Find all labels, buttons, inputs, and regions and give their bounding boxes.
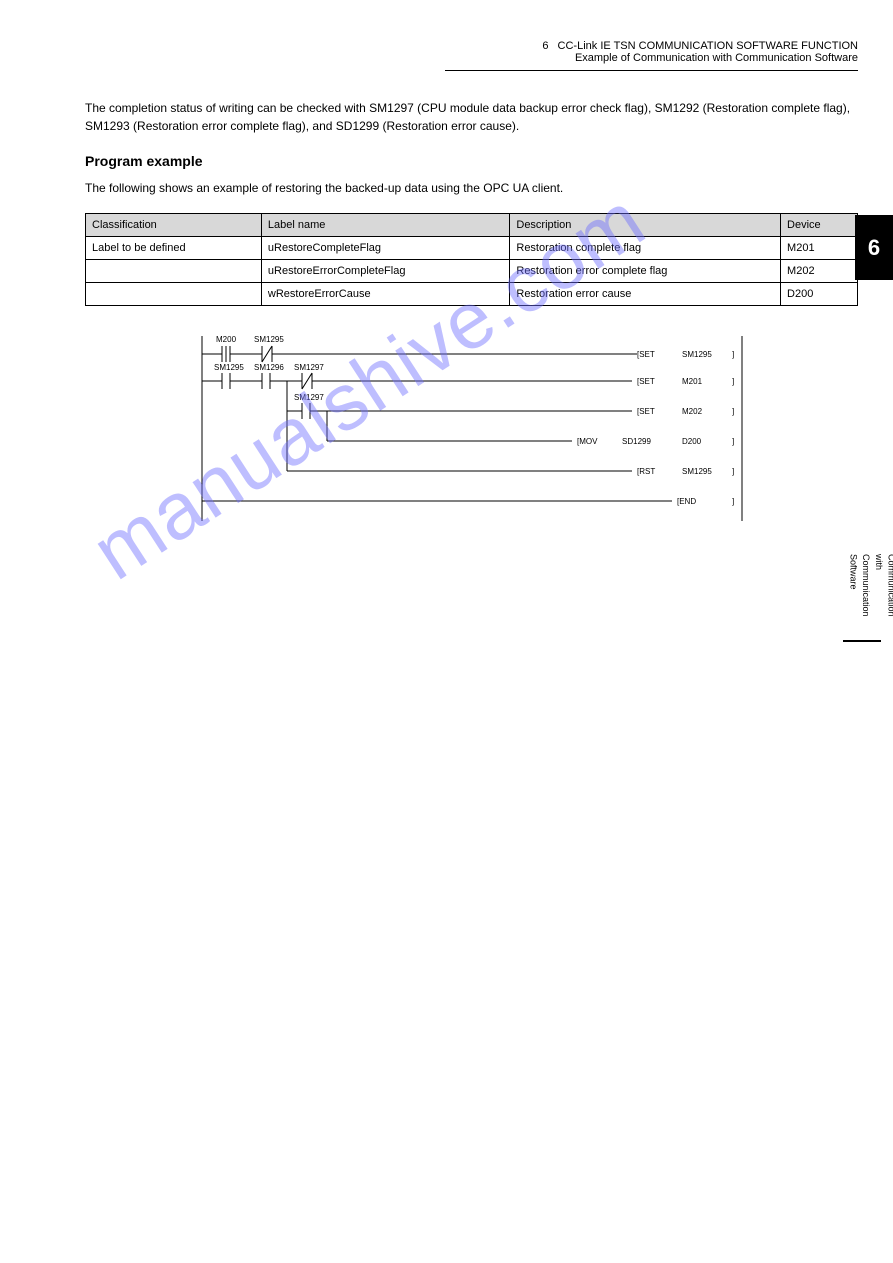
- svg-text:M201: M201: [682, 377, 703, 386]
- table-head-row: Classification Label name Description De…: [86, 214, 858, 237]
- header-page-num: 6: [542, 40, 548, 52]
- svg-text:M202: M202: [682, 407, 703, 416]
- header-sub: Example of Communication with Communicat…: [575, 52, 858, 64]
- svg-text:]: ]: [732, 350, 734, 359]
- program-example-desc: The following shows an example of restor…: [85, 179, 858, 197]
- svg-text:[END: [END: [677, 497, 696, 506]
- header-breadcrumb: 6 CC-Link IE TSN COMMUNICATION SOFTWARE …: [445, 40, 858, 71]
- svg-text:M200: M200: [216, 335, 237, 344]
- col-head: Classification: [86, 214, 262, 237]
- ladder-diagram: M200 SM1295 [SET SM1295 ] SM1295: [192, 326, 752, 536]
- col-head: Label name: [261, 214, 509, 237]
- svg-text:]: ]: [732, 377, 734, 386]
- svg-text:SM1295: SM1295: [254, 335, 284, 344]
- table-row: wRestoreErrorCause Restoration error cau…: [86, 283, 858, 306]
- chapter-tab: 6: [855, 215, 893, 280]
- svg-text:SD1299: SD1299: [622, 437, 651, 446]
- param-table: Classification Label name Description De…: [85, 213, 858, 306]
- svg-text:SM1295: SM1295: [682, 467, 712, 476]
- svg-text:]: ]: [732, 497, 734, 506]
- header-text: CC-Link IE TSN COMMUNICATION SOFTWARE FU…: [558, 40, 858, 52]
- footer-box: 6 CC-Link IE TSN COMMUNICATION SOFTWARE …: [843, 640, 881, 642]
- col-head: Device: [781, 214, 858, 237]
- svg-text:SM1297: SM1297: [294, 393, 324, 402]
- table-row: Label to be defined uRestoreCompleteFlag…: [86, 237, 858, 260]
- intro-text: The completion status of writing can be …: [85, 99, 858, 135]
- svg-text:SM1297: SM1297: [294, 363, 324, 372]
- col-head: Description: [510, 214, 781, 237]
- svg-text:[SET: [SET: [637, 407, 655, 416]
- svg-text:SM1296: SM1296: [254, 363, 284, 372]
- chapter-tab-num: 6: [855, 215, 893, 280]
- svg-text:[MOV: [MOV: [577, 437, 598, 446]
- svg-text:SM1295: SM1295: [214, 363, 244, 372]
- footer-vert: 6 CC-Link IE TSN COMMUNICATION SOFTWARE …: [847, 554, 893, 631]
- svg-text:]: ]: [732, 407, 734, 416]
- svg-text:SM1295: SM1295: [682, 350, 712, 359]
- table-row: uRestoreErrorCompleteFlag Restoration er…: [86, 260, 858, 283]
- svg-text:]: ]: [732, 437, 734, 446]
- svg-text:[SET: [SET: [637, 350, 655, 359]
- svg-text:]: ]: [732, 467, 734, 476]
- svg-text:[SET: [SET: [637, 377, 655, 386]
- svg-text:D200: D200: [682, 437, 702, 446]
- svg-text:[RST: [RST: [637, 467, 655, 476]
- program-example-heading: Program example: [85, 153, 858, 169]
